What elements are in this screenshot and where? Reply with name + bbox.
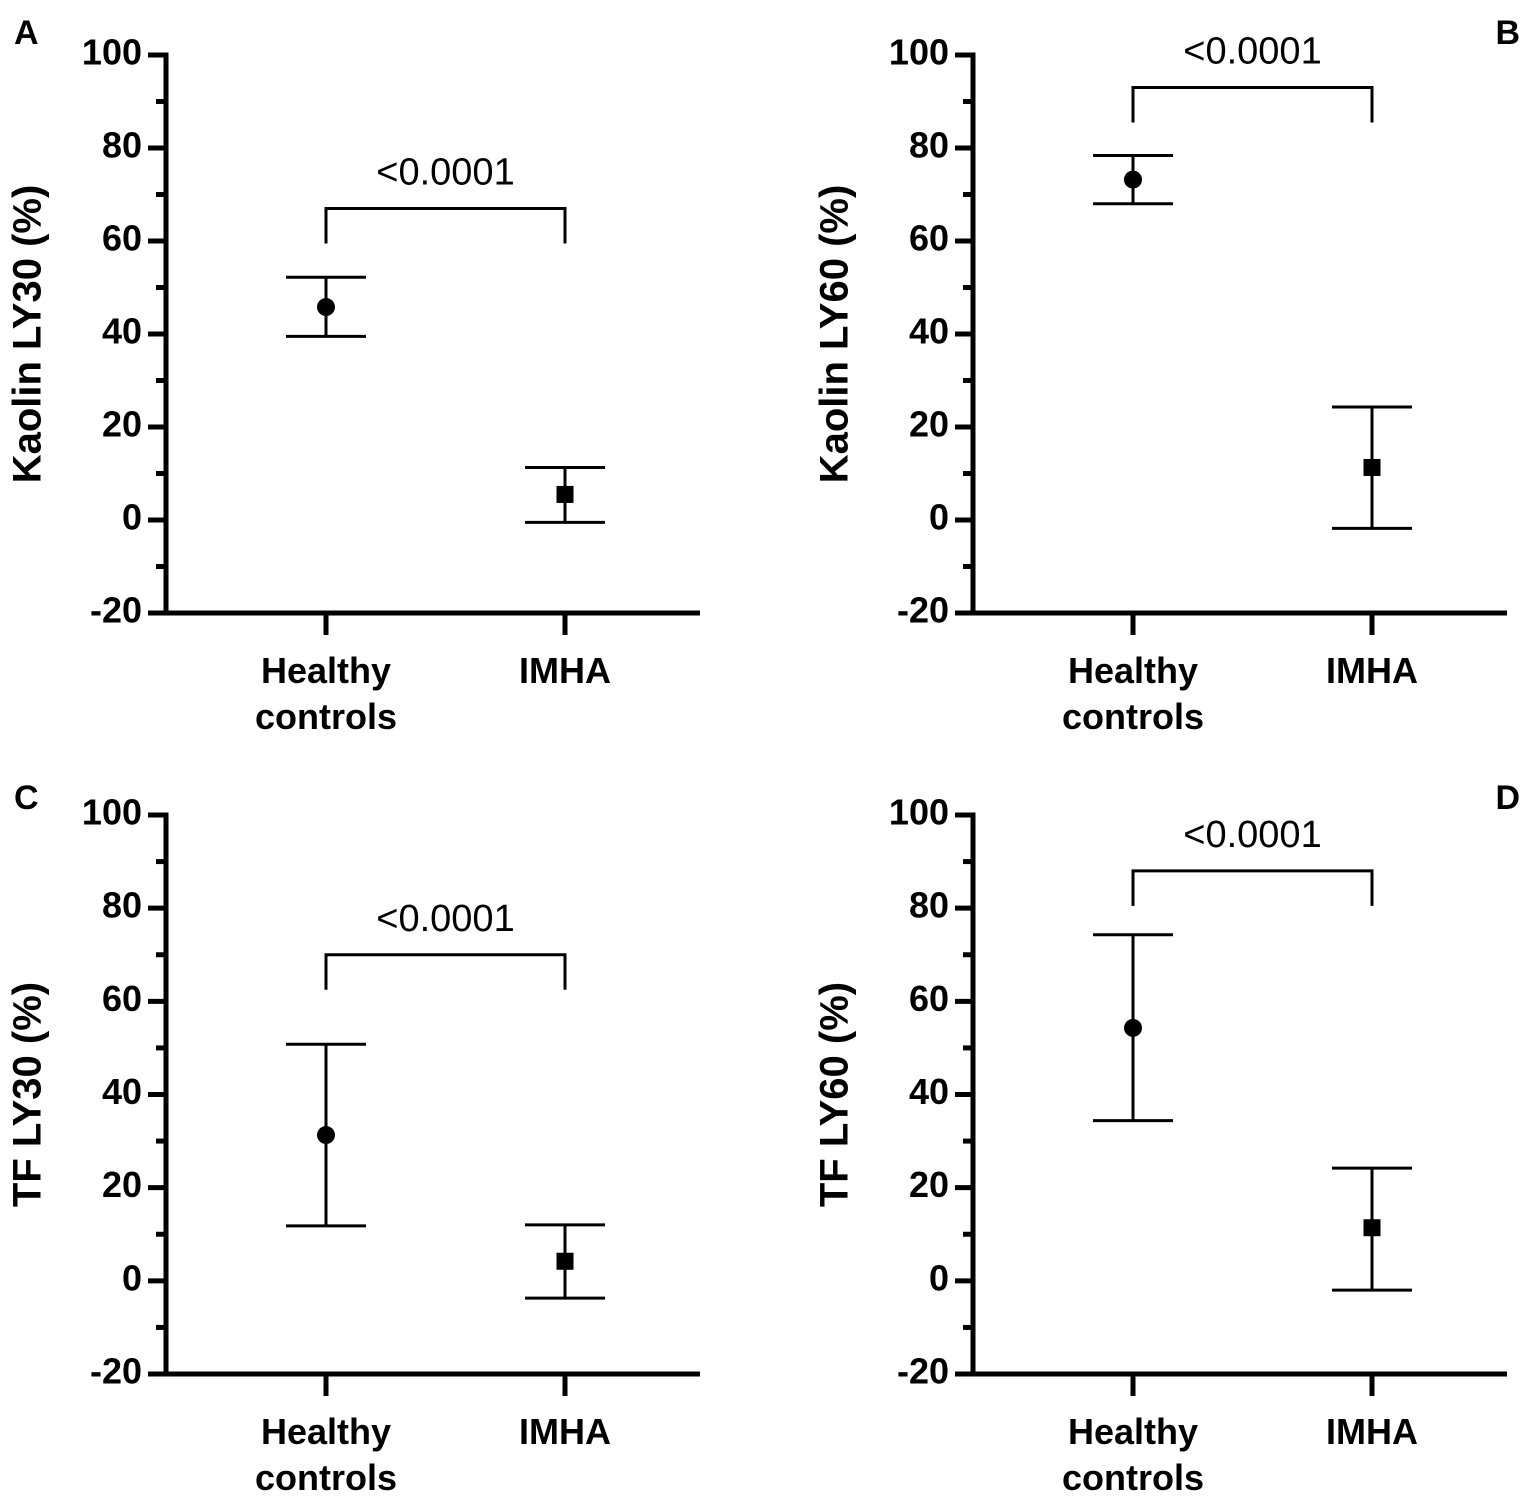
y-tick-label: 40	[909, 311, 949, 352]
significance-bracket	[324, 953, 567, 990]
y-tick-label: 100	[82, 32, 142, 73]
y-tick-label: 100	[889, 792, 949, 833]
panel-letter: C	[14, 779, 39, 817]
y-tick-label: 0	[122, 497, 142, 538]
data-point-square	[556, 1252, 574, 1270]
y-tick-label: 80	[909, 125, 949, 166]
x-category-label: IMHA	[519, 650, 611, 691]
y-tick-label: -20	[897, 590, 949, 631]
x-category-label: Healthy controls	[1062, 650, 1204, 737]
x-category-label: IMHA	[519, 1411, 611, 1452]
x-category-label: IMHA	[1326, 1411, 1418, 1452]
y-tick-label: -20	[90, 590, 142, 631]
significance-bracket	[1131, 86, 1374, 123]
y-tick-label: 0	[929, 497, 949, 538]
y-axis-title: Kaolin LY30 (%)	[6, 185, 50, 484]
y-tick-label: 40	[909, 1071, 949, 1112]
data-point-square	[556, 485, 574, 503]
y-tick-label: 80	[102, 125, 142, 166]
x-category-label: Healthy controls	[255, 1411, 397, 1496]
panel-letter: A	[14, 14, 39, 52]
panel-letter: D	[1495, 779, 1520, 817]
y-tick-label: 100	[889, 32, 949, 73]
chart-panel-d: D 100 80 60 40 20 0 -20 TF LY60 (%) Healthy contro…	[813, 779, 1520, 1496]
y-tick-label: 20	[102, 404, 142, 445]
panel-letter: B	[1495, 14, 1520, 52]
y-tick-label: 20	[909, 404, 949, 445]
y-tick-label: -20	[90, 1351, 142, 1392]
y-tick-label: 60	[102, 978, 142, 1019]
y-axis-title: TF LY30 (%)	[6, 982, 50, 1207]
y-tick-label: 80	[909, 885, 949, 926]
data-point-square	[1363, 1219, 1381, 1237]
chart-panel-a: A 100 80 60 40 20 0 -20 Kaolin LY30 (%) Healthy co…	[6, 14, 700, 737]
data-point-circle	[317, 1126, 335, 1145]
y-tick-label: 20	[909, 1164, 949, 1205]
y-tick-label: 20	[102, 1164, 142, 1205]
significance-label: <0.0001	[376, 151, 514, 193]
significance-label: <0.0001	[1183, 814, 1321, 856]
significance-label: <0.0001	[1183, 31, 1321, 73]
x-category-label: IMHA	[1326, 650, 1418, 691]
data-point-circle	[317, 298, 335, 317]
x-category-label: Healthy controls	[1062, 1411, 1204, 1496]
y-tick-label: 100	[82, 792, 142, 833]
chart-panel-b: B 100 80 60 40 20 0 -20 Kaolin LY60 (%) Healthy co…	[813, 14, 1520, 737]
y-tick-label: 80	[102, 885, 142, 926]
y-tick-label: 60	[102, 218, 142, 259]
significance-label: <0.0001	[376, 898, 514, 940]
y-tick-label: 0	[122, 1257, 142, 1298]
x-category-label: Healthy controls	[255, 650, 397, 737]
y-tick-label: 40	[102, 1071, 142, 1112]
significance-bracket	[1131, 869, 1374, 906]
data-point-square	[1363, 458, 1381, 476]
y-axis-title: TF LY60 (%)	[813, 982, 857, 1207]
y-tick-label: -20	[897, 1351, 949, 1392]
y-tick-label: 40	[102, 311, 142, 352]
y-tick-label: 60	[909, 218, 949, 259]
chart-panel-c: C 100 80 60 40 20 0 -20 TF LY30 (%) Healthy contro…	[6, 779, 700, 1496]
significance-bracket	[324, 206, 567, 244]
y-axis-title: Kaolin LY60 (%)	[813, 185, 857, 484]
data-point-circle	[1124, 1018, 1142, 1037]
y-tick-label: 0	[929, 1257, 949, 1298]
data-point-circle	[1124, 170, 1142, 189]
y-tick-label: 60	[909, 978, 949, 1019]
